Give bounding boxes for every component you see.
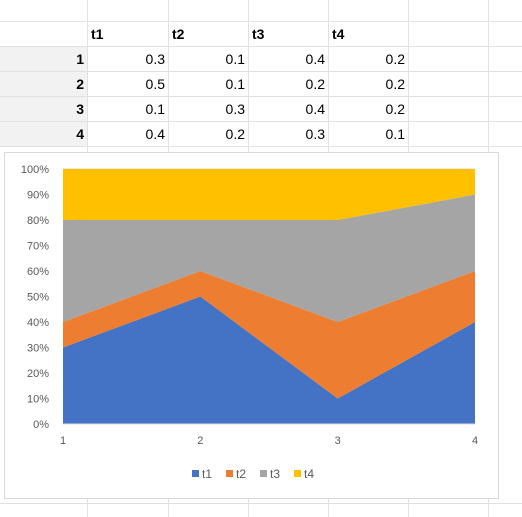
column-header-t2[interactable]: t2: [172, 26, 185, 42]
legend-swatch-t2: [226, 470, 233, 477]
stacked-area-chart[interactable]: 0% 10% 20% 30% 40% 50% 60% 70% 80% 90% 100% 1 2 3 4 t1 t…: [4, 152, 499, 499]
y-tick-label: 90%: [27, 190, 49, 202]
y-tick-label: 20%: [27, 368, 49, 380]
x-tick-label: 1: [60, 435, 66, 447]
area-series-t3: [63, 194, 475, 322]
column-header-t1[interactable]: t1: [91, 26, 104, 42]
cell-r2-t4[interactable]: 0.2: [385, 76, 405, 92]
cell-r1-t3[interactable]: 0.4: [305, 51, 325, 67]
x-tick-label: 3: [335, 435, 341, 447]
area-series-t2: [63, 271, 475, 399]
row-label-1[interactable]: 1: [0, 47, 87, 71]
column-header-t3[interactable]: t3: [252, 26, 265, 42]
area-series-t1: [63, 296, 475, 424]
row-label-4[interactable]: 4: [0, 122, 87, 146]
column-header-t4[interactable]: t4: [332, 26, 345, 42]
y-tick-label: 60%: [27, 266, 49, 278]
legend-swatch-t3: [260, 470, 267, 477]
legend-label-t2: t2: [236, 467, 246, 481]
legend-swatch-t4: [294, 470, 301, 477]
y-tick-label: 80%: [27, 215, 49, 227]
legend-swatch-t1: [192, 470, 199, 477]
cell-r4-t1[interactable]: 0.4: [145, 126, 165, 142]
cell-r4-t2[interactable]: 0.2: [225, 126, 245, 142]
y-tick-label: 0%: [33, 419, 49, 431]
y-tick-label: 40%: [27, 317, 49, 329]
cell-r3-t4[interactable]: 0.2: [385, 101, 405, 117]
cell-r2-t1[interactable]: 0.5: [145, 76, 165, 92]
area-series-t4: [63, 169, 475, 220]
cell-r1-t4[interactable]: 0.2: [385, 51, 405, 67]
cell-r4-t3[interactable]: 0.3: [305, 126, 325, 142]
y-tick-label: 70%: [27, 241, 49, 253]
cell-r2-t2[interactable]: 0.1: [225, 76, 245, 92]
x-tick-label: 4: [472, 435, 478, 447]
cell-r1-t2[interactable]: 0.1: [225, 51, 245, 67]
cell-r3-t3[interactable]: 0.4: [305, 101, 325, 117]
y-tick-label: 50%: [27, 292, 49, 304]
cell-r4-t4[interactable]: 0.1: [385, 126, 405, 142]
row-label-2[interactable]: 2: [0, 72, 87, 96]
y-tick-label: 10%: [27, 394, 49, 406]
cell-r1-t1[interactable]: 0.3: [145, 51, 165, 67]
x-tick-label: 2: [197, 435, 203, 447]
legend-label-t3: t3: [270, 467, 280, 481]
y-tick-label: 30%: [27, 343, 49, 355]
cell-r3-t1[interactable]: 0.1: [145, 101, 165, 117]
chart-canvas: 0% 10% 20% 30% 40% 50% 60% 70% 80% 90% 100% 1 2 3 4 t1 t…: [21, 164, 478, 481]
cell-r2-t3[interactable]: 0.2: [305, 76, 325, 92]
cell-r3-t2[interactable]: 0.3: [225, 101, 245, 117]
row-label-3[interactable]: 3: [0, 97, 87, 121]
legend-label-t4: t4: [304, 467, 314, 481]
legend-label-t1: t1: [202, 467, 212, 481]
y-tick-label: 100%: [21, 164, 49, 176]
